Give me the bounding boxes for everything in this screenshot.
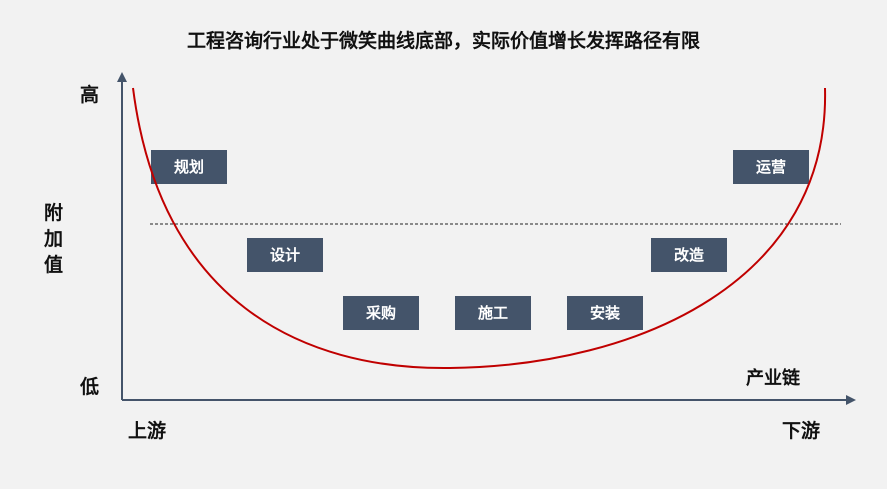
stage-procurement: 采购 — [343, 296, 419, 330]
y-axis-label: 附加值 — [44, 202, 64, 276]
stage-installation: 安装 — [567, 296, 643, 330]
y-axis-low-label: 低 — [80, 376, 100, 398]
stage-renovation: 改造 — [651, 238, 727, 272]
stage-design: 设计 — [247, 238, 323, 272]
x-axis-start-label: 上游 — [128, 420, 167, 442]
stage-planning: 规划 — [151, 150, 227, 184]
y-axis-high-label: 高 — [80, 84, 100, 106]
diagram-title: 工程咨询行业处于微笑曲线底部，实际价值增长发挥路径有限 — [186, 30, 700, 52]
stage-construction: 施工 — [455, 296, 531, 330]
stage-operation: 运营 — [733, 150, 809, 184]
x-axis-label: 产业链 — [746, 368, 800, 389]
y-axis-arrow-icon — [117, 72, 127, 82]
x-axis-arrow-icon — [846, 395, 856, 405]
x-axis-end-label: 下游 — [782, 420, 821, 442]
